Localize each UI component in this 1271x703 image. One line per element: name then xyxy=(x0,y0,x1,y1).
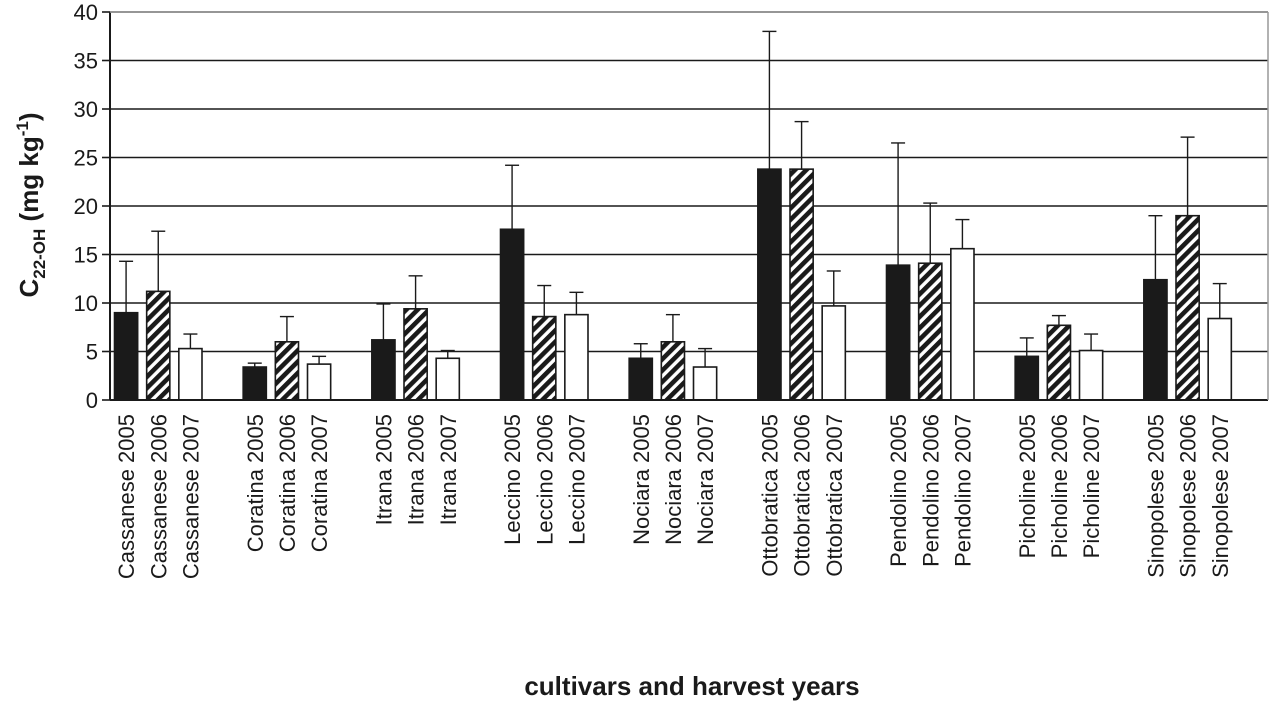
bar xyxy=(113,311,139,401)
gridlines xyxy=(110,11,1268,353)
bar xyxy=(1143,278,1168,401)
y-tick-labels: 0 5 10 15 20 25 30 35 40 xyxy=(74,0,98,413)
y-tick-label: 30 xyxy=(74,97,98,122)
bar xyxy=(403,308,428,401)
x-category-label: Leccino 2005 xyxy=(500,414,525,545)
x-category-label: Itrana 2005 xyxy=(371,414,396,525)
bar xyxy=(306,363,332,401)
bar xyxy=(692,366,718,401)
bar xyxy=(242,366,268,401)
bar xyxy=(1046,324,1072,401)
bar xyxy=(917,262,943,401)
x-category-label: Coratina 2006 xyxy=(275,414,300,552)
x-category-label: Leccino 2006 xyxy=(532,414,557,545)
y-tick-label: 15 xyxy=(74,243,98,268)
bar xyxy=(1207,317,1233,401)
bar xyxy=(757,168,782,401)
x-category-label: Picholine 2006 xyxy=(1047,414,1072,558)
bar xyxy=(499,228,525,401)
x-category-label: Ottobratica 2005 xyxy=(757,414,782,577)
bar xyxy=(1175,214,1200,401)
bar xyxy=(821,305,847,401)
y-tick-label: 20 xyxy=(74,194,98,219)
y-axis-label: C22-OH (mg kg-1) xyxy=(13,112,49,297)
x-category-label: Itrana 2006 xyxy=(404,414,429,525)
x-category-label: Ottobratica 2006 xyxy=(790,414,815,577)
error-bars xyxy=(119,30,1227,368)
bar xyxy=(178,347,203,401)
x-category-label: Cassanese 2005 xyxy=(114,414,139,579)
x-category-label: Pendolino 2005 xyxy=(886,414,911,567)
bar xyxy=(885,264,911,401)
x-category-label: Cassanese 2006 xyxy=(146,414,171,579)
bar xyxy=(564,313,589,401)
x-category-label: Coratina 2007 xyxy=(307,414,332,552)
x-category-label: Nociara 2007 xyxy=(693,414,718,545)
x-category-label: Pendolino 2007 xyxy=(950,414,975,567)
x-category-label: Picholine 2005 xyxy=(1015,414,1040,558)
x-category-label: Sinopolese 2007 xyxy=(1208,414,1233,578)
bar xyxy=(371,339,396,401)
bar xyxy=(789,168,814,401)
bars xyxy=(113,168,1233,401)
bar xyxy=(435,357,461,401)
bar xyxy=(950,247,975,401)
x-category-label: Coratina 2005 xyxy=(243,414,268,552)
bar xyxy=(660,340,686,401)
y-tick-label: 0 xyxy=(86,388,98,413)
y-tick-label: 5 xyxy=(86,340,98,365)
y-tick-label: 35 xyxy=(74,49,98,74)
x-category-label: Sinopolese 2005 xyxy=(1143,414,1168,578)
bar xyxy=(145,290,171,401)
y-tick-label: 25 xyxy=(74,146,98,171)
bar xyxy=(531,315,557,401)
bar xyxy=(1078,349,1104,401)
x-category-label: Nociara 2006 xyxy=(661,414,686,545)
x-category-label: Pendolino 2006 xyxy=(918,414,943,567)
x-category-labels: Cassanese 2005 Cassanese 2006 Cassanese 20… xyxy=(114,414,1233,579)
bar xyxy=(274,340,300,401)
x-category-label: Picholine 2007 xyxy=(1079,414,1104,558)
y-tick-label: 10 xyxy=(74,291,98,316)
bar xyxy=(1014,355,1040,401)
x-category-label: Itrana 2007 xyxy=(436,414,461,525)
x-axis-label: cultivars and harvest years xyxy=(524,671,859,701)
x-category-label: Cassanese 2007 xyxy=(178,414,203,579)
y-tick-label: 40 xyxy=(74,0,98,25)
bar xyxy=(628,357,654,401)
x-category-label: Leccino 2007 xyxy=(564,414,589,545)
x-category-label: Sinopolese 2006 xyxy=(1176,414,1201,578)
x-category-label: Ottobratica 2007 xyxy=(822,414,847,577)
x-category-label: Nociara 2005 xyxy=(629,414,654,545)
axes xyxy=(102,11,1269,401)
